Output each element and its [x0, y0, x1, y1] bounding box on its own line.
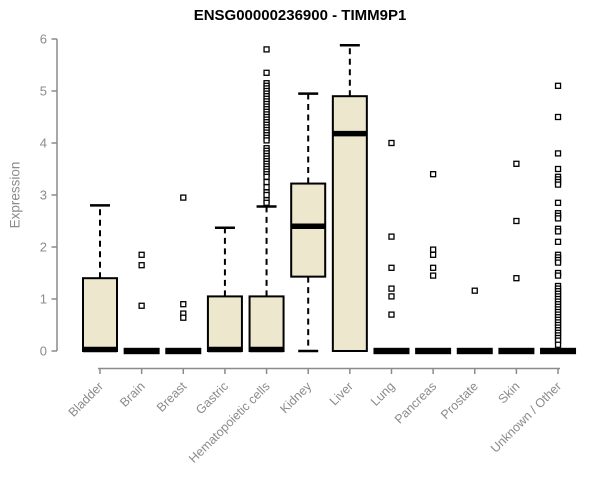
x-tick-label-prostate: Prostate [438, 379, 481, 422]
box [82, 277, 118, 353]
collapsed-box [415, 347, 452, 355]
outlier-point [263, 184, 270, 191]
y-tick-label: 3 [40, 188, 47, 203]
outlier-point [471, 287, 478, 294]
boxplot-hematopoietic-cells [248, 46, 285, 353]
outlier-point [554, 215, 562, 222]
y-tick-label: 2 [40, 240, 47, 255]
boxplot-prostate [456, 287, 493, 355]
boxplot-bladder [82, 204, 118, 353]
outlier-point [554, 199, 562, 206]
box [331, 95, 368, 352]
x-tick-label-skin: Skin [495, 379, 522, 406]
boxplot-pancreas [415, 171, 452, 355]
x-tick-label-lung: Lung [368, 379, 398, 409]
collapsed-box [498, 347, 535, 355]
outlier-point [388, 293, 395, 300]
y-axis: 0 1 2 3 4 5 6 [40, 32, 58, 359]
boxplot-gastric [206, 226, 243, 353]
x-tick-label-brain: Brain [117, 379, 148, 410]
box [248, 295, 285, 352]
boxplot-liver [331, 43, 368, 352]
outlier-point [554, 259, 562, 266]
boxplot-skin [498, 160, 535, 355]
outlier-point [429, 264, 437, 271]
x-tick-label-breast: Breast [154, 379, 190, 415]
x-tick-label-kidney: Kidney [277, 379, 314, 416]
outlier-point [388, 285, 395, 292]
y-tick-label: 6 [40, 32, 47, 47]
boxplot-lung [373, 139, 410, 355]
outlier-point [180, 314, 187, 321]
x-tick-label-pancreas: Pancreas [392, 379, 439, 426]
boxplot-unknown-other [540, 82, 577, 355]
outlier-point [263, 191, 270, 199]
outlier-point [263, 137, 270, 144]
outlier-point [554, 228, 562, 235]
outlier-point [138, 262, 145, 269]
y-tick-label: 4 [40, 136, 47, 151]
collapsed-box [373, 347, 410, 355]
outlier-point [554, 181, 562, 188]
outlier-point [429, 246, 437, 253]
outlier-point [513, 217, 520, 225]
outlier-point [554, 165, 562, 173]
outlier-point [554, 272, 562, 279]
outlier-point [429, 251, 437, 258]
outlier-point [554, 113, 562, 121]
outlier-point [180, 194, 187, 201]
x-tick-label-liver: Liver [327, 379, 356, 408]
outlier-point [263, 69, 270, 76]
boxplot-breast [165, 194, 202, 355]
y-tick-label: 1 [40, 292, 47, 307]
outlier-point [180, 301, 187, 308]
outlier-point [554, 82, 562, 89]
outlier-point [388, 139, 395, 147]
collapsed-box [456, 347, 493, 355]
outlier-point [554, 341, 562, 348]
chart-title: ENSG00000236900 - TIMM9P1 [193, 7, 407, 24]
y-tick-label: 0 [40, 344, 47, 359]
outlier-point [513, 160, 520, 167]
outlier-point [388, 264, 395, 271]
outlier-point [554, 238, 562, 245]
collapsed-box [540, 347, 577, 355]
x-tick-label-unknown-other: Unknown / Other [488, 379, 564, 455]
outlier-point [263, 173, 270, 180]
outlier-point [138, 251, 145, 258]
outlier-point [429, 272, 437, 279]
outlier-point [513, 275, 520, 282]
boxplot-brain [123, 251, 160, 355]
outlier-point [388, 233, 395, 240]
collapsed-box [123, 347, 160, 355]
outlier-point [388, 311, 395, 318]
boxplot-kidney [290, 92, 327, 353]
x-tick-label-bladder: Bladder [66, 379, 106, 419]
x-tick-label-hematopoietic-cells: Hematopoietic cells [186, 379, 273, 466]
outlier-point [263, 178, 270, 186]
y-tick-label: 5 [40, 84, 47, 99]
outlier-point [554, 150, 562, 157]
box [206, 295, 243, 352]
outlier-point [263, 46, 270, 53]
outlier-point [138, 302, 145, 309]
x-tick-label-gastric: Gastric [193, 379, 231, 417]
box [290, 182, 327, 278]
outlier-point [263, 199, 270, 206]
outlier-point [429, 171, 437, 178]
collapsed-box [165, 347, 202, 355]
